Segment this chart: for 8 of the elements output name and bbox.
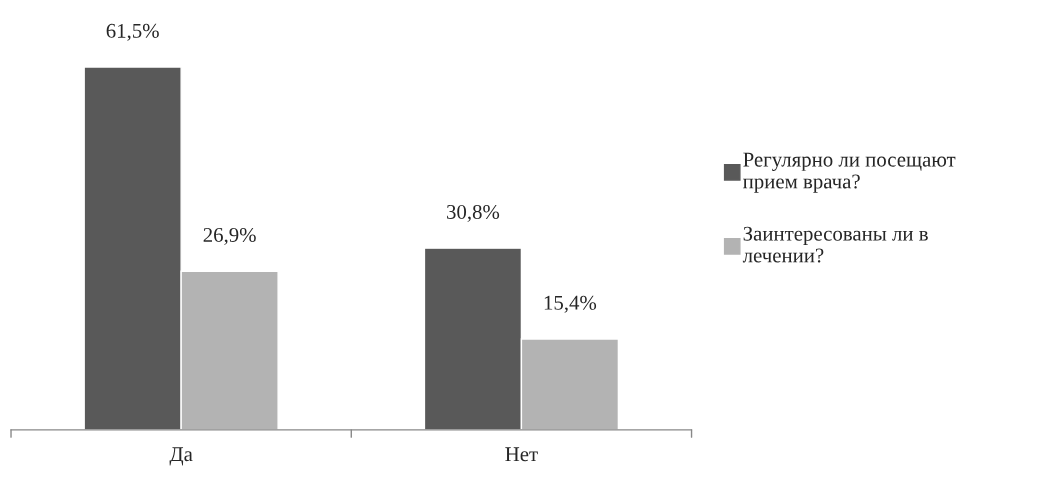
- legend-label: Заинтересованы ли в лечении?: [742, 226, 928, 263]
- data-label: 61,5%: [106, 23, 159, 41]
- data-label: 30,8%: [447, 204, 500, 222]
- data-label: 15,4%: [544, 295, 597, 313]
- x-tick-label: Нет: [505, 447, 538, 462]
- x-tick-label: Да: [169, 447, 193, 466]
- legend-label: Регулярно ли посещают прием врача?: [743, 152, 956, 193]
- data-label: 26,9%: [203, 227, 256, 245]
